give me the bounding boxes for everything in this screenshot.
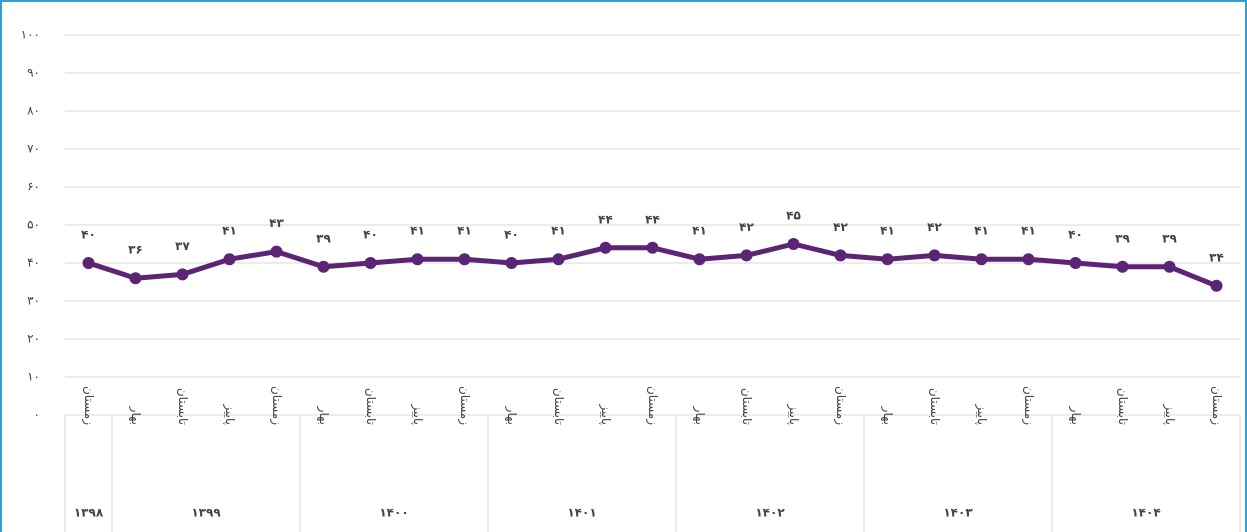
- y-tick-label: ۴۰: [27, 256, 40, 270]
- data-label: ۴۴: [598, 212, 613, 226]
- data-label: ۳۴: [1209, 250, 1224, 264]
- x-tick-label: تابستان: [364, 388, 378, 425]
- point: [1069, 257, 1082, 269]
- data-label: ۴۰: [504, 228, 519, 242]
- x-tick-label: تابستان: [176, 388, 190, 425]
- point: [223, 253, 236, 266]
- x-tick-label: پاییز: [974, 403, 989, 425]
- data-label: ۴۱: [880, 224, 895, 238]
- x-tick-label: بهار: [880, 406, 895, 425]
- y-tick-label: ۲۰: [27, 332, 40, 346]
- point: [364, 257, 377, 269]
- data-label: ۳۹: [1115, 231, 1130, 245]
- point: [1116, 260, 1129, 273]
- y-tick-label: ۱۰۰: [21, 28, 40, 42]
- data-label: ۴۲: [927, 220, 942, 234]
- group-label: ۱۳۹۸: [74, 506, 104, 520]
- x-tick-label: بهار: [316, 406, 331, 425]
- y-tick-label: ۱۰: [27, 370, 40, 384]
- y-tick-label: ۶۰: [27, 180, 40, 194]
- x-tick-label: تابستان: [740, 388, 754, 425]
- x-tick-label: زمستان: [457, 386, 472, 425]
- group-label: ۱۴۰۳: [943, 506, 973, 520]
- point: [552, 253, 565, 266]
- x-tick-label: بهار: [504, 406, 519, 425]
- point: [270, 245, 283, 258]
- data-label: ۴۱: [222, 224, 237, 238]
- data-label: ۴۳: [269, 216, 284, 230]
- point: [1022, 253, 1035, 266]
- x-tick-label: بهار: [128, 406, 143, 425]
- data-label: ۴۰: [1068, 228, 1083, 242]
- point: [881, 253, 894, 266]
- point: [411, 253, 424, 266]
- x-tick-label: زمستان: [1021, 386, 1036, 425]
- y-tick-label: ۰: [34, 408, 40, 422]
- point: [1210, 279, 1223, 292]
- data-label: ۳۹: [316, 231, 331, 245]
- x-tick-label: بهار: [692, 406, 707, 425]
- group-label: ۱۴۰۱: [567, 506, 596, 520]
- x-tick-label: پاییز: [598, 403, 613, 425]
- data-label: ۴۱: [410, 224, 425, 238]
- data-label: ۴۲: [833, 220, 848, 234]
- data-label: ۳۷: [175, 239, 190, 253]
- data-label: ۴۴: [645, 212, 660, 226]
- y-tick-label: ۸۰: [27, 104, 40, 118]
- group-label: ۱۳۹۹: [191, 506, 221, 520]
- point: [928, 249, 941, 262]
- y-tick-label: ۵۰: [27, 218, 40, 232]
- data-label: ۳۹: [1162, 231, 1177, 245]
- x-tick-label: زمستان: [1209, 386, 1224, 425]
- x-tick-label: پاییز: [1162, 403, 1177, 425]
- group-label: ۱۴۰۲: [755, 506, 785, 520]
- x-tick-label: زمستان: [269, 386, 284, 425]
- x-tick-label: بهار: [1068, 406, 1083, 425]
- x-tick-label: پاییز: [410, 403, 425, 425]
- data-label: ۴۱: [974, 224, 989, 238]
- point: [599, 241, 612, 254]
- point: [176, 268, 189, 281]
- point: [787, 238, 800, 250]
- data-label: ۴۰: [363, 228, 378, 242]
- data-label: ۴۱: [1021, 224, 1036, 238]
- x-tick-label: تابستان: [1116, 388, 1130, 425]
- data-label: ۴۲: [739, 220, 754, 234]
- point: [458, 253, 471, 266]
- point: [834, 249, 847, 262]
- point: [740, 249, 753, 262]
- point: [646, 241, 659, 254]
- x-tick-label: زمستان: [645, 386, 660, 425]
- point: [317, 260, 330, 273]
- data-label: ۴۱: [457, 224, 472, 238]
- data-label: ۴۱: [551, 224, 566, 238]
- x-tick-label: پاییز: [222, 403, 237, 425]
- group-label: ۱۴۰۴: [1131, 506, 1160, 520]
- point: [129, 272, 142, 285]
- x-tick-label: پاییز: [786, 403, 801, 425]
- data-label: ۳۶: [128, 243, 143, 257]
- point: [693, 253, 706, 266]
- data-label: ۴۱: [692, 224, 707, 238]
- group-label: ۱۴۰۰: [379, 506, 408, 520]
- y-tick-label: ۳۰: [27, 294, 40, 308]
- point: [975, 253, 988, 266]
- point: [1163, 260, 1176, 273]
- data-label: ۴۰: [81, 228, 96, 242]
- point: [505, 257, 518, 269]
- x-tick-label: زمستان: [833, 386, 848, 425]
- x-tick-label: زمستان: [81, 386, 96, 425]
- x-tick-label: تابستان: [552, 388, 566, 425]
- point: [82, 257, 95, 269]
- y-tick-label: ۹۰: [27, 66, 40, 80]
- data-label: ۴۵: [786, 209, 801, 223]
- y-tick-label: ۷۰: [27, 142, 40, 156]
- x-tick-label: تابستان: [928, 388, 942, 425]
